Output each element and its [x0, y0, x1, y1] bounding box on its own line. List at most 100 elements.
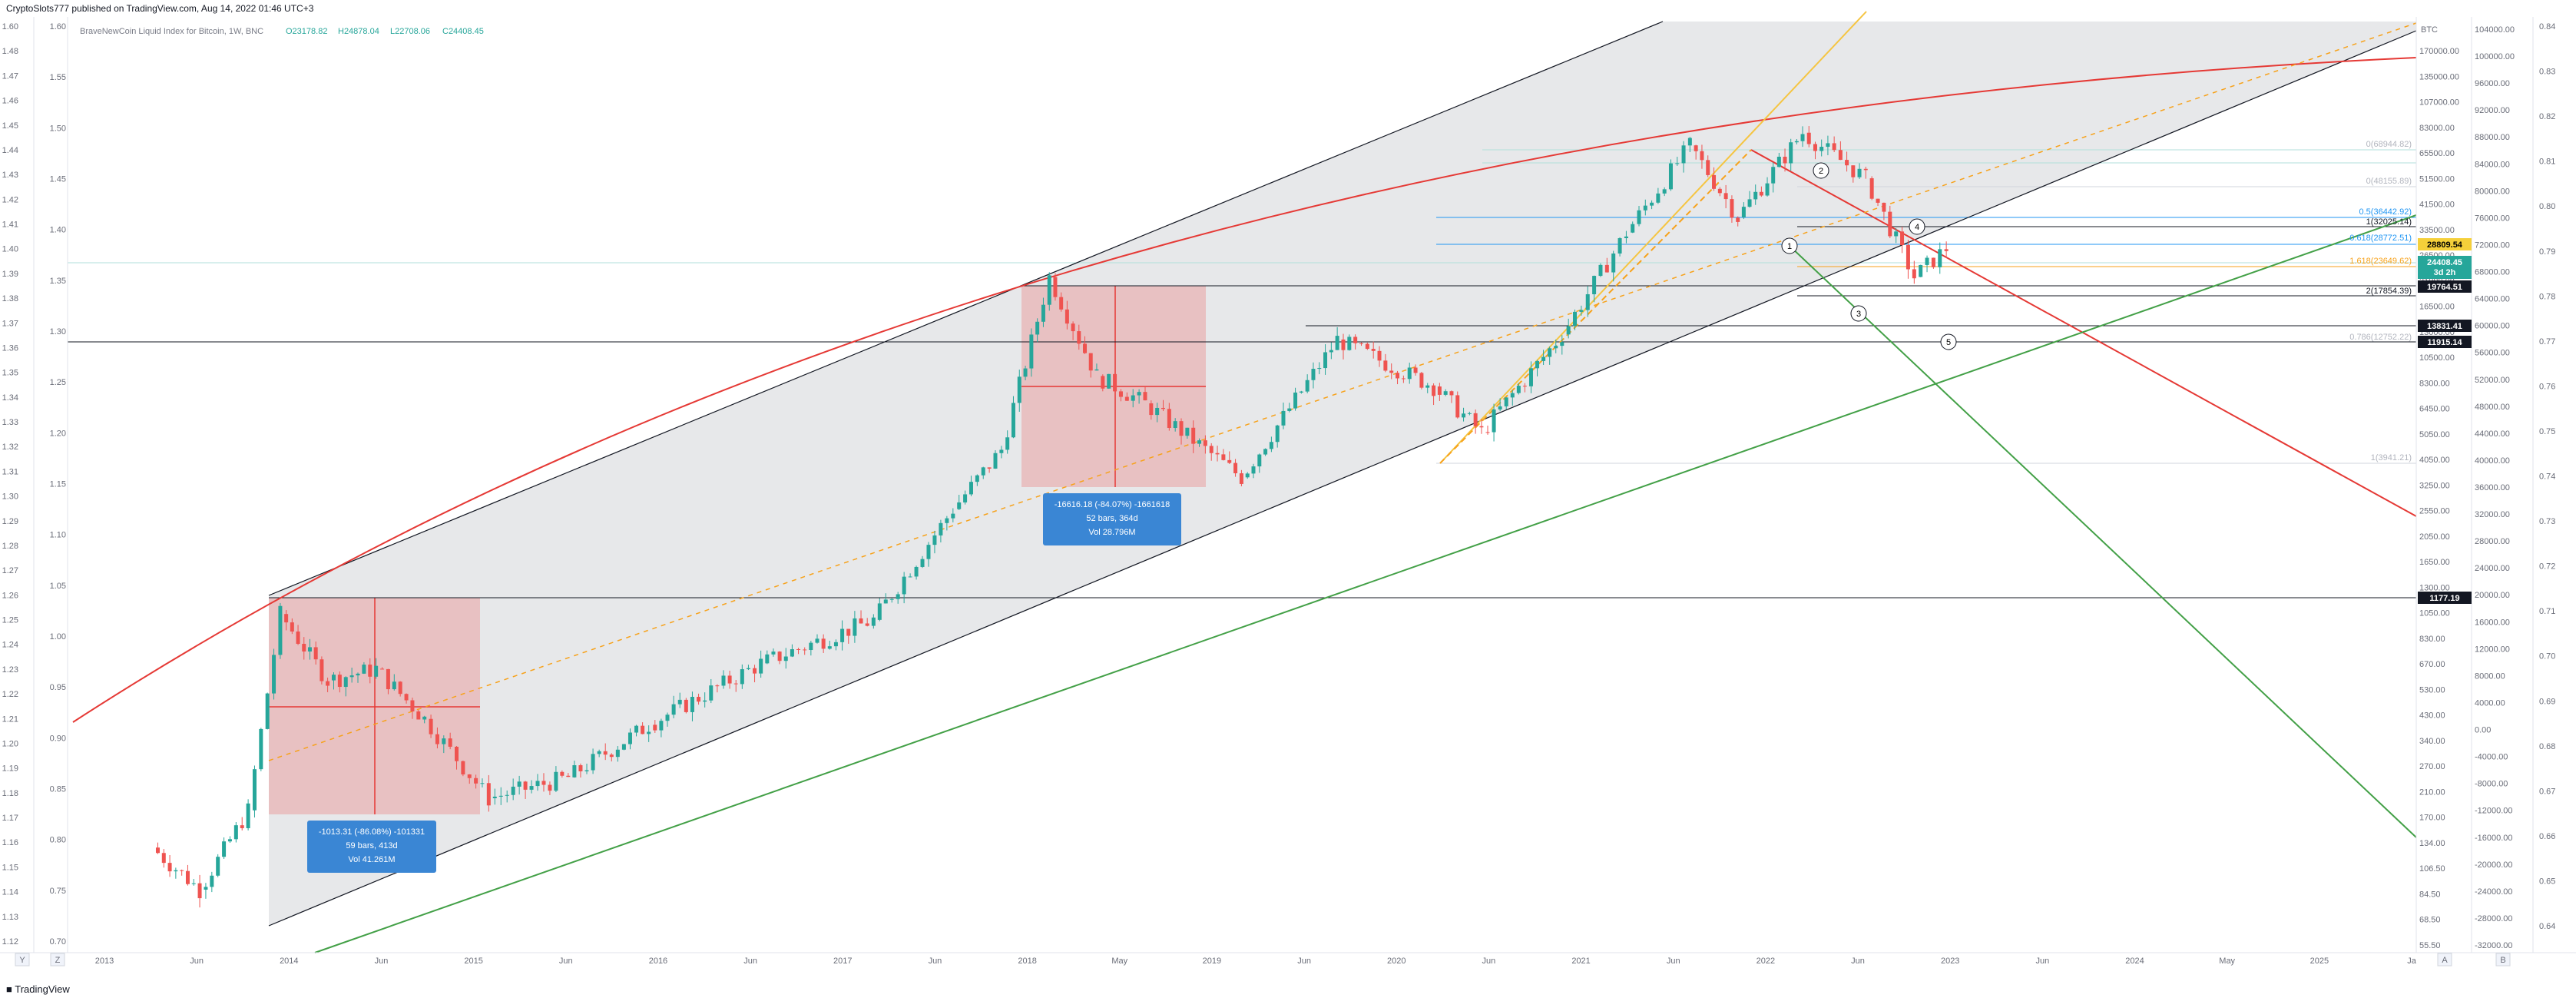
candle-body [1706, 160, 1710, 175]
candle-body [1650, 202, 1654, 206]
measure-box-2018[interactable]: -16616.18 (-84.07%) -1661618 52 bars, 36… [1043, 493, 1181, 545]
right-price-tick: 83000.00 [2419, 124, 2455, 133]
left1-tick: 1.21 [2, 715, 18, 724]
svg-text:Y: Y [19, 956, 25, 965]
candle-body [1359, 343, 1364, 344]
right3-tick: 0.67 [2539, 787, 2555, 796]
wave-label-4[interactable]: 4 [1909, 218, 1925, 235]
right2-tick: 72000.00 [2475, 240, 2510, 250]
candle-body [1137, 392, 1141, 396]
left1-tick: 1.24 [2, 641, 18, 650]
right2-tick: 40000.00 [2475, 456, 2510, 466]
left1-tick: 1.18 [2, 789, 18, 798]
wave-labels: 1 2 3 4 5 [1781, 162, 1957, 350]
candle-body [216, 857, 220, 876]
right-price-tick: 107000.00 [2419, 98, 2459, 108]
right-axis-3[interactable]: 0.84 0.83 0.82 0.81 0.80 0.79 0.78 0.77 0.76 0.75… [2539, 22, 2555, 931]
right3-tick: 0.77 [2539, 337, 2555, 346]
right3-tick: 0.68 [2539, 742, 2555, 751]
left-axis-1[interactable]: 1.60 1.48 1.47 1.46 1.45 1.44 1.43 1.42 1.41 1.40… [2, 22, 18, 947]
right-axis-2[interactable]: 104000.00 100000.00 96000.00 92000.00 88000.… [2475, 25, 2515, 950]
left-axis-2[interactable]: 1.60 1.55 1.50 1.45 1.40 1.35 1.30 1.25 1.20 1.15… [50, 22, 66, 947]
candle-body [1528, 368, 1533, 386]
candle-body [877, 603, 882, 620]
green-support-line[interactable] [314, 214, 2417, 953]
candle-body [1700, 151, 1704, 161]
candle-body [572, 764, 577, 778]
right2-tick: -12000.00 [2475, 807, 2513, 816]
legend-close: C24408.45 [442, 27, 484, 36]
candle-body [746, 668, 750, 670]
chart-legend[interactable]: BraveNewCoin Liquid Index for Bitcoin, 1… [80, 27, 484, 36]
right2-tick: -24000.00 [2475, 887, 2513, 897]
orange-dashed-short[interactable] [1439, 149, 1752, 464]
a-scale-button[interactable]: A [2437, 953, 2452, 967]
channel-upper-line[interactable] [268, 21, 1664, 596]
candles-group [155, 126, 1949, 908]
time-tick: 2019 [1203, 957, 1221, 966]
price-tag-11915[interactable]: 11915.14 [2418, 336, 2472, 348]
candle-body [889, 598, 894, 600]
candle-body [957, 502, 962, 509]
candle-body [684, 699, 688, 712]
right-price-axis[interactable]: 170000.00 135000.00 107000.00 83000.00 65500… [2419, 47, 2459, 950]
candle-body [1919, 264, 1923, 277]
left1-tick: 1.27 [2, 566, 18, 575]
candle-body [1185, 427, 1190, 436]
red-trend-line[interactable] [1750, 149, 2417, 517]
red-arc-curve[interactable] [72, 57, 2417, 723]
b-scale-button[interactable]: B [2495, 953, 2511, 967]
channel-lower-line[interactable] [268, 30, 2417, 927]
candle-body [1560, 342, 1564, 346]
candle-body [331, 675, 336, 681]
orange-dashed-line[interactable] [268, 22, 2417, 761]
candle-body [1245, 473, 1250, 478]
candle-body [1035, 321, 1040, 335]
svg-text:24408.45: 24408.45 [2427, 258, 2462, 267]
candle-body [1462, 413, 1466, 418]
time-tick: Jun [929, 957, 942, 966]
price-tag-13831[interactable]: 13831.41 [2418, 320, 2472, 332]
time-tick: Jun [375, 957, 389, 966]
candle-body [871, 617, 876, 626]
wave-label-3[interactable]: 3 [1850, 305, 1867, 322]
tradingview-logo[interactable]: ■ TradingView [6, 983, 70, 995]
price-tag-19764[interactable]: 19764.51 [2418, 280, 2472, 293]
candle-body [715, 685, 720, 687]
y-scale-button[interactable]: Y [15, 953, 30, 967]
left1-tick: 1.35 [2, 369, 18, 378]
right-price-tick: 2550.00 [2419, 507, 2450, 516]
right2-tick: 44000.00 [2475, 429, 2510, 439]
wave-label-1[interactable]: 1 [1781, 237, 1798, 254]
candle-body [945, 518, 949, 523]
time-axis[interactable]: 2013 Jun 2014 Jun 2015 Jun 2016 Jun 2017 Jun 2018 M… [95, 957, 2417, 966]
price-tag-28809[interactable]: 28809.54 [2418, 238, 2472, 250]
candle-body [968, 482, 973, 495]
wave-label-2[interactable]: 2 [1813, 162, 1829, 179]
wave-label-5[interactable]: 5 [1940, 333, 1957, 350]
right2-tick: -32000.00 [2475, 941, 2513, 950]
yellow-trend-line[interactable] [1439, 11, 1867, 464]
candle-body [1741, 207, 1746, 217]
candle-body [1203, 440, 1207, 446]
svg-text:52 bars, 364d: 52 bars, 364d [1086, 514, 1137, 523]
candle-body [853, 618, 857, 636]
candle-body [1413, 367, 1418, 373]
z-scale-button[interactable]: Z [50, 953, 65, 967]
left2-tick: 0.75 [50, 887, 66, 896]
candle-body [455, 746, 459, 761]
candle-body [790, 648, 794, 657]
green-drop-line[interactable] [1789, 245, 2417, 838]
price-tag-1177[interactable]: 1177.19 [2418, 592, 2472, 604]
candle-body [827, 646, 832, 649]
candle-body [865, 623, 869, 626]
svg-text:2: 2 [1819, 167, 1823, 176]
candle-body [259, 728, 263, 770]
time-tick: Jun [743, 957, 757, 966]
candle-body [362, 665, 366, 674]
candle-body [591, 754, 595, 771]
candle-body [1624, 236, 1628, 238]
measure-box-2014[interactable]: -1013.31 (-86.08%) -101331 59 bars, 413d… [307, 821, 436, 873]
